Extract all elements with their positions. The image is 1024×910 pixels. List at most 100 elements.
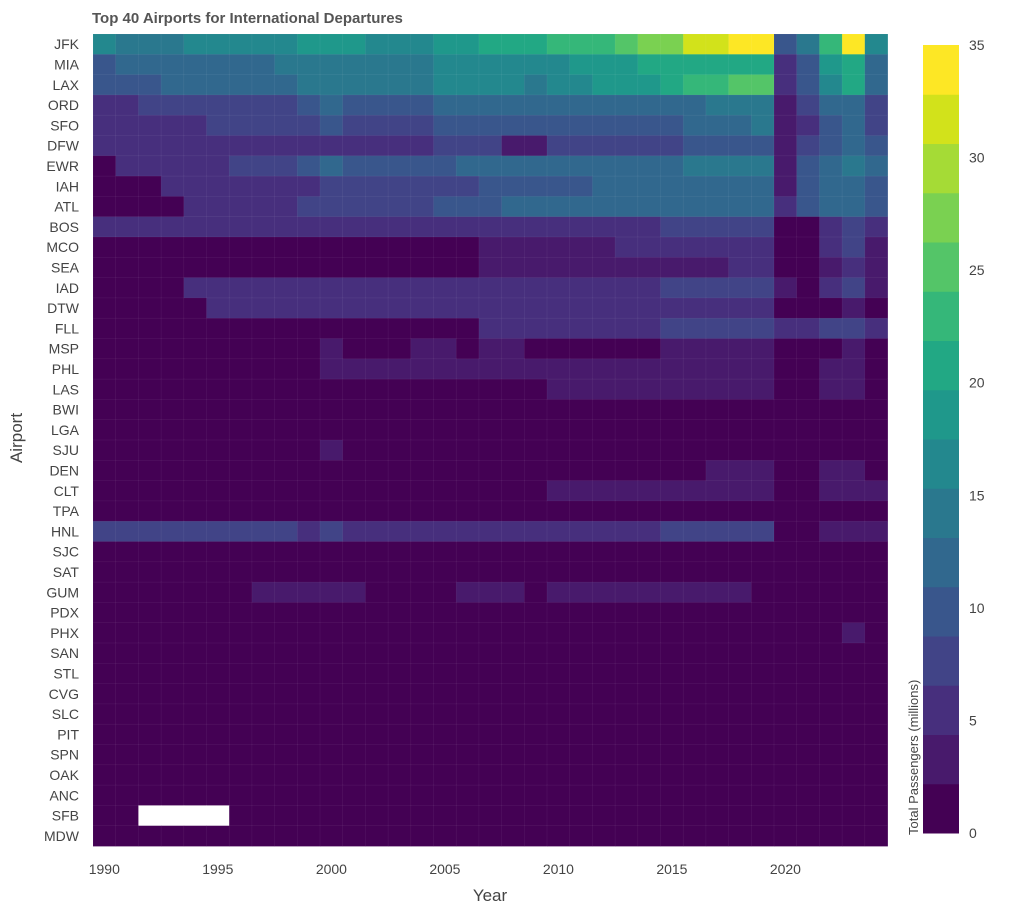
heatmap-cell xyxy=(501,622,526,644)
heatmap-cell xyxy=(614,744,639,766)
heatmap-cell xyxy=(433,825,457,847)
heatmap-cell xyxy=(705,581,730,604)
heatmap-cell xyxy=(365,175,389,198)
heatmap-cell xyxy=(796,642,821,665)
heatmap-cell xyxy=(501,236,526,259)
heatmap-cell xyxy=(682,825,707,847)
heatmap-cell xyxy=(523,53,548,76)
heatmap-cell xyxy=(387,94,412,116)
heatmap-cell xyxy=(546,581,571,604)
heatmap-cell xyxy=(433,622,457,644)
heatmap-cell xyxy=(569,744,594,766)
heatmap-cell xyxy=(501,602,526,624)
heatmap-cell xyxy=(637,805,662,827)
heatmap-cell xyxy=(206,642,230,665)
heatmap-cell xyxy=(274,419,299,441)
heatmap-cell xyxy=(637,256,662,279)
heatmap-cell xyxy=(523,155,548,177)
heatmap-cell xyxy=(796,439,821,462)
heatmap-cell xyxy=(342,196,367,218)
heatmap-cell xyxy=(206,236,230,259)
heatmap-cell xyxy=(660,439,684,462)
heatmap-cell xyxy=(592,378,616,401)
heatmap-cell xyxy=(705,256,730,279)
heatmap-cell xyxy=(614,338,639,360)
heatmap-cell xyxy=(637,419,662,441)
heatmap-cell xyxy=(864,236,889,259)
heatmap-cell xyxy=(251,216,276,238)
heatmap-cell xyxy=(637,662,662,685)
heatmap-cell xyxy=(728,500,752,522)
heatmap-cell xyxy=(773,256,798,279)
heatmap-cell xyxy=(228,561,253,583)
heatmap-cell xyxy=(819,622,843,644)
heatmap-cell xyxy=(750,53,775,76)
heatmap-cell xyxy=(841,459,866,482)
heatmap-cell xyxy=(365,703,389,725)
heatmap-cell xyxy=(251,480,276,502)
heatmap-cell xyxy=(206,581,230,604)
colorbar-segment xyxy=(923,340,959,391)
heatmap-cell xyxy=(546,825,571,847)
heatmap-cell xyxy=(728,74,752,96)
heatmap-cell xyxy=(251,94,276,116)
heatmap-cell xyxy=(660,784,684,807)
heatmap-cell xyxy=(183,175,208,198)
heatmap-cell xyxy=(251,74,276,96)
heatmap-cell xyxy=(228,53,253,76)
heatmap-cell xyxy=(773,561,798,583)
heatmap-cell xyxy=(773,358,798,380)
heatmap-cell xyxy=(569,805,594,827)
heatmap-cell xyxy=(546,622,571,644)
heatmap-cell xyxy=(138,175,162,198)
y-tick-label: SLC xyxy=(52,706,79,722)
heatmap-cell xyxy=(705,175,730,198)
heatmap-cell xyxy=(569,114,594,137)
heatmap-cell xyxy=(296,94,321,116)
heatmap-cell xyxy=(682,805,707,827)
heatmap-cell xyxy=(455,297,480,319)
heatmap-cell xyxy=(501,33,526,56)
heatmap-cell xyxy=(478,439,503,462)
heatmap-cell xyxy=(251,439,276,462)
heatmap-cell xyxy=(819,744,843,766)
heatmap-cell xyxy=(523,74,548,96)
heatmap-cell xyxy=(523,561,548,583)
heatmap-cell xyxy=(501,256,526,279)
y-tick-label: IAH xyxy=(56,178,79,194)
heatmap-cell xyxy=(92,703,117,725)
colorbar-segment xyxy=(923,734,959,785)
heatmap-cell xyxy=(478,114,503,137)
heatmap-cell xyxy=(637,459,662,482)
heatmap-cell xyxy=(796,33,821,56)
heatmap-cell xyxy=(523,764,548,786)
heatmap-cell xyxy=(160,33,185,56)
heatmap-cell xyxy=(796,520,821,543)
heatmap-cell xyxy=(592,277,616,299)
heatmap-cell xyxy=(796,764,821,786)
heatmap-cell xyxy=(637,297,662,319)
colorbar-tick-labels: 0 5 10 15 20 25 30 35 xyxy=(969,37,985,841)
heatmap-cell xyxy=(342,500,367,522)
heatmap-cell xyxy=(569,459,594,482)
heatmap-cell xyxy=(819,662,843,685)
heatmap-cell xyxy=(183,581,208,604)
heatmap-cell xyxy=(773,480,798,502)
heatmap-cell xyxy=(160,622,185,644)
heatmap-cell xyxy=(296,378,321,401)
heatmap-cell xyxy=(433,703,457,725)
heatmap-cell xyxy=(342,662,367,685)
heatmap-cell xyxy=(206,764,230,786)
heatmap-cell xyxy=(637,642,662,665)
heatmap-cell xyxy=(365,805,389,827)
heatmap-cell xyxy=(342,459,367,482)
heatmap-cell xyxy=(206,480,230,502)
heatmap-cell xyxy=(682,764,707,786)
heatmap-cell xyxy=(546,297,571,319)
y-tick-label: DEN xyxy=(49,462,79,478)
heatmap-cell xyxy=(342,317,367,340)
heatmap-cell xyxy=(841,53,866,76)
heatmap-cell xyxy=(637,399,662,421)
heatmap-cell xyxy=(387,439,412,462)
y-tick-label: SJC xyxy=(53,544,79,560)
